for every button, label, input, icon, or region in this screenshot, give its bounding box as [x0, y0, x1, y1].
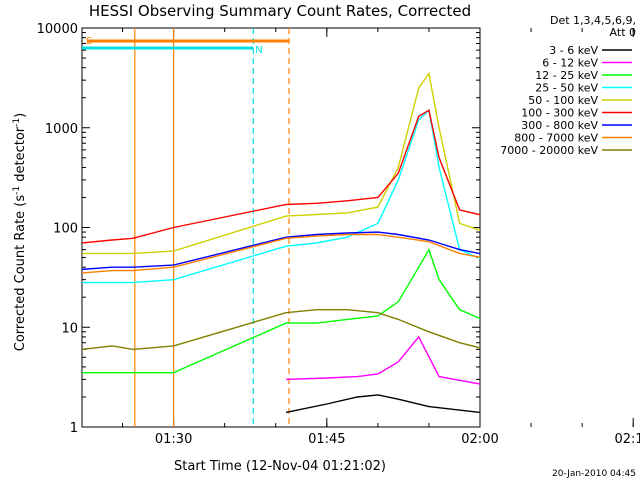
plot-area: 11010010001000001:3001:4502:0002:1502:30…	[37, 22, 640, 447]
y-tick-label: 1	[70, 421, 78, 436]
x-tick-label: 01:30	[155, 432, 192, 447]
y-tick-label: 10000	[37, 22, 78, 37]
plot-frame	[81, 27, 481, 428]
legend-label-50-100-kev: 50 - 100 keV	[528, 94, 598, 107]
legend-label-800-7000-kev: 800 - 7000 keV	[514, 132, 598, 145]
legend-header-line1: Det 1,3,4,5,6,9,	[550, 14, 636, 27]
night-flag-label: N	[255, 45, 262, 56]
series-line-100-300-kev	[82, 109, 480, 244]
saa-flag-label: S	[86, 36, 92, 47]
series-line-50-100-kev	[82, 71, 480, 255]
legend-label-100-300-kev: 100 - 300 keV	[521, 107, 598, 120]
series-line-300-800-kev	[82, 231, 480, 271]
series-line-25-50-kev	[82, 108, 480, 284]
x-tick-label: 02:00	[461, 432, 498, 447]
series-line-800-7000-kev	[82, 233, 480, 274]
x-tick-label: 01:45	[308, 432, 345, 447]
legend-label-3-6-kev: 3 - 6 keV	[549, 44, 598, 57]
chart-title: HESSI Observing Summary Count Rates, Cor…	[89, 2, 471, 20]
x-tick-label: 02:15	[614, 432, 640, 447]
footer-date: 20-Jan-2010 04:45	[552, 469, 636, 479]
series-line-12-25-kev	[82, 247, 480, 374]
series-line-6-12-kev	[285, 335, 480, 385]
y-tick-label: 10	[61, 321, 78, 336]
svg-text:Corrected Count Rate (s-1 dete: Corrected Count Rate (s-1 detector-1)	[12, 113, 28, 351]
legend-label-6-12-kev: 6 - 12 keV	[542, 57, 598, 70]
series-line-3-6-kev	[285, 394, 480, 414]
x-axis-label: Start Time (12-Nov-04 01:21:02)	[174, 459, 386, 474]
y-tick-label: 1000	[45, 122, 78, 137]
series-line-7000-20000-kev	[82, 309, 480, 351]
legend-label-7000-20000-kev: 7000 - 20000 keV	[500, 144, 598, 157]
legend-label-12-25-kev: 12 - 25 keV	[535, 69, 598, 82]
legend-header-line2: Att 0	[610, 26, 636, 39]
legend-label-25-50-kev: 25 - 50 keV	[535, 82, 598, 95]
y-tick-label: 100	[53, 222, 78, 237]
y-axis-label: Corrected Count Rate (s-1 detector-1)	[12, 113, 28, 351]
legend-label-300-800-kev: 300 - 800 keV	[521, 119, 598, 132]
